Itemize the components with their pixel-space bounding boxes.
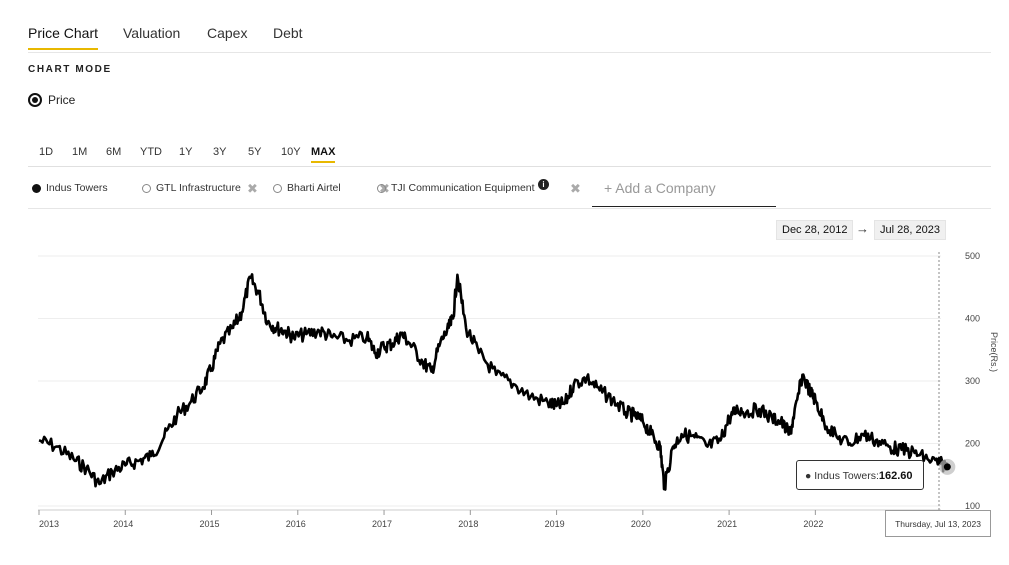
chart-mode-price-label: Price <box>48 93 76 107</box>
info-icon[interactable]: i <box>538 179 549 190</box>
tooltip-dot-icon: ● <box>805 470 812 482</box>
date-tooltip: Thursday, Jul 13, 2023 <box>885 510 991 537</box>
x-tick-label: 2021 <box>717 519 737 529</box>
range-ytd[interactable]: YTD <box>140 146 162 158</box>
radio-icon[interactable] <box>28 93 42 107</box>
close-icon[interactable]: ✖ <box>247 181 258 196</box>
x-tick-label: 2019 <box>545 519 565 529</box>
date-range-end[interactable]: Jul 28, 2023 <box>874 220 946 240</box>
company-selector: Indus Towers GTL Infrastructure ✖ Bharti… <box>28 175 991 209</box>
x-tick-label: 2016 <box>286 519 306 529</box>
value-tooltip: ● Indus Towers:162.60 <box>796 460 924 490</box>
range-3y[interactable]: 3Y <box>213 146 227 158</box>
unselected-dot-icon <box>377 183 386 193</box>
unselected-dot-icon <box>142 183 151 193</box>
add-company-input[interactable]: + Add a Company <box>592 175 776 207</box>
range-1d[interactable]: 1D <box>39 146 54 158</box>
tooltip-value: 162.60 <box>878 470 913 482</box>
x-tick-label: 2015 <box>200 519 220 529</box>
y-tick-label: 500 <box>965 251 980 261</box>
y-tick-label: 400 <box>965 314 980 324</box>
hover-halo <box>939 458 956 475</box>
chart-mode-title: CHART MODE <box>28 64 112 75</box>
tooltip-series: Indus Towers: <box>814 470 879 482</box>
x-tick-label: 2022 <box>803 519 823 529</box>
company-label: GTL Infrastructure <box>156 182 241 194</box>
date-range-arrow: → <box>856 221 869 236</box>
x-tick-label: 2013 <box>39 519 59 529</box>
range-1y[interactable]: 1Y <box>179 146 193 158</box>
y-axis-label: Price(Rs.) <box>989 332 999 372</box>
x-tick-label: 2017 <box>372 519 392 529</box>
x-tick-label: 2018 <box>458 519 478 529</box>
close-icon[interactable]: ✖ <box>570 181 581 196</box>
company-bharti-airtel[interactable]: Bharti Airtel <box>273 182 341 194</box>
unselected-dot-icon <box>273 183 282 193</box>
tab-valuation[interactable]: Valuation <box>123 25 181 41</box>
selected-dot-icon <box>32 183 41 193</box>
company-gtl-infrastructure[interactable]: GTL Infrastructure <box>142 182 241 194</box>
tab-bar: Price Chart Valuation Capex Debt <box>28 22 991 53</box>
y-tick-label: 300 <box>965 376 980 386</box>
series-line-indus-towers <box>38 273 949 491</box>
company-label: Indus Towers <box>46 182 108 194</box>
x-tick-label: 2020 <box>631 519 651 529</box>
range-10y[interactable]: 10Y <box>281 146 301 158</box>
range-1m[interactable]: 1M <box>72 146 88 158</box>
time-range-bar: 1D 1M 6M YTD 1Y 3Y 5Y 10Y MAX <box>28 140 991 167</box>
company-label: TJI Communication Equipment <box>391 182 535 194</box>
date-range-start[interactable]: Dec 28, 2012 <box>776 220 854 240</box>
chart-mode-price-option[interactable]: Price <box>28 93 75 107</box>
tab-capex[interactable]: Capex <box>207 25 248 41</box>
company-tji-communication[interactable]: TJI Communication Equipment <box>377 182 535 194</box>
range-5y[interactable]: 5Y <box>248 146 262 158</box>
hover-point <box>943 463 951 471</box>
range-6m[interactable]: 6M <box>106 146 122 158</box>
tab-price-chart[interactable]: Price Chart <box>28 25 99 50</box>
range-max[interactable]: MAX <box>311 146 336 163</box>
x-tick-label: 2014 <box>113 519 133 529</box>
company-indus-towers[interactable]: Indus Towers <box>32 182 108 194</box>
tab-debt[interactable]: Debt <box>273 25 303 41</box>
company-label: Bharti Airtel <box>287 182 341 194</box>
y-tick-label: 200 <box>965 439 980 449</box>
